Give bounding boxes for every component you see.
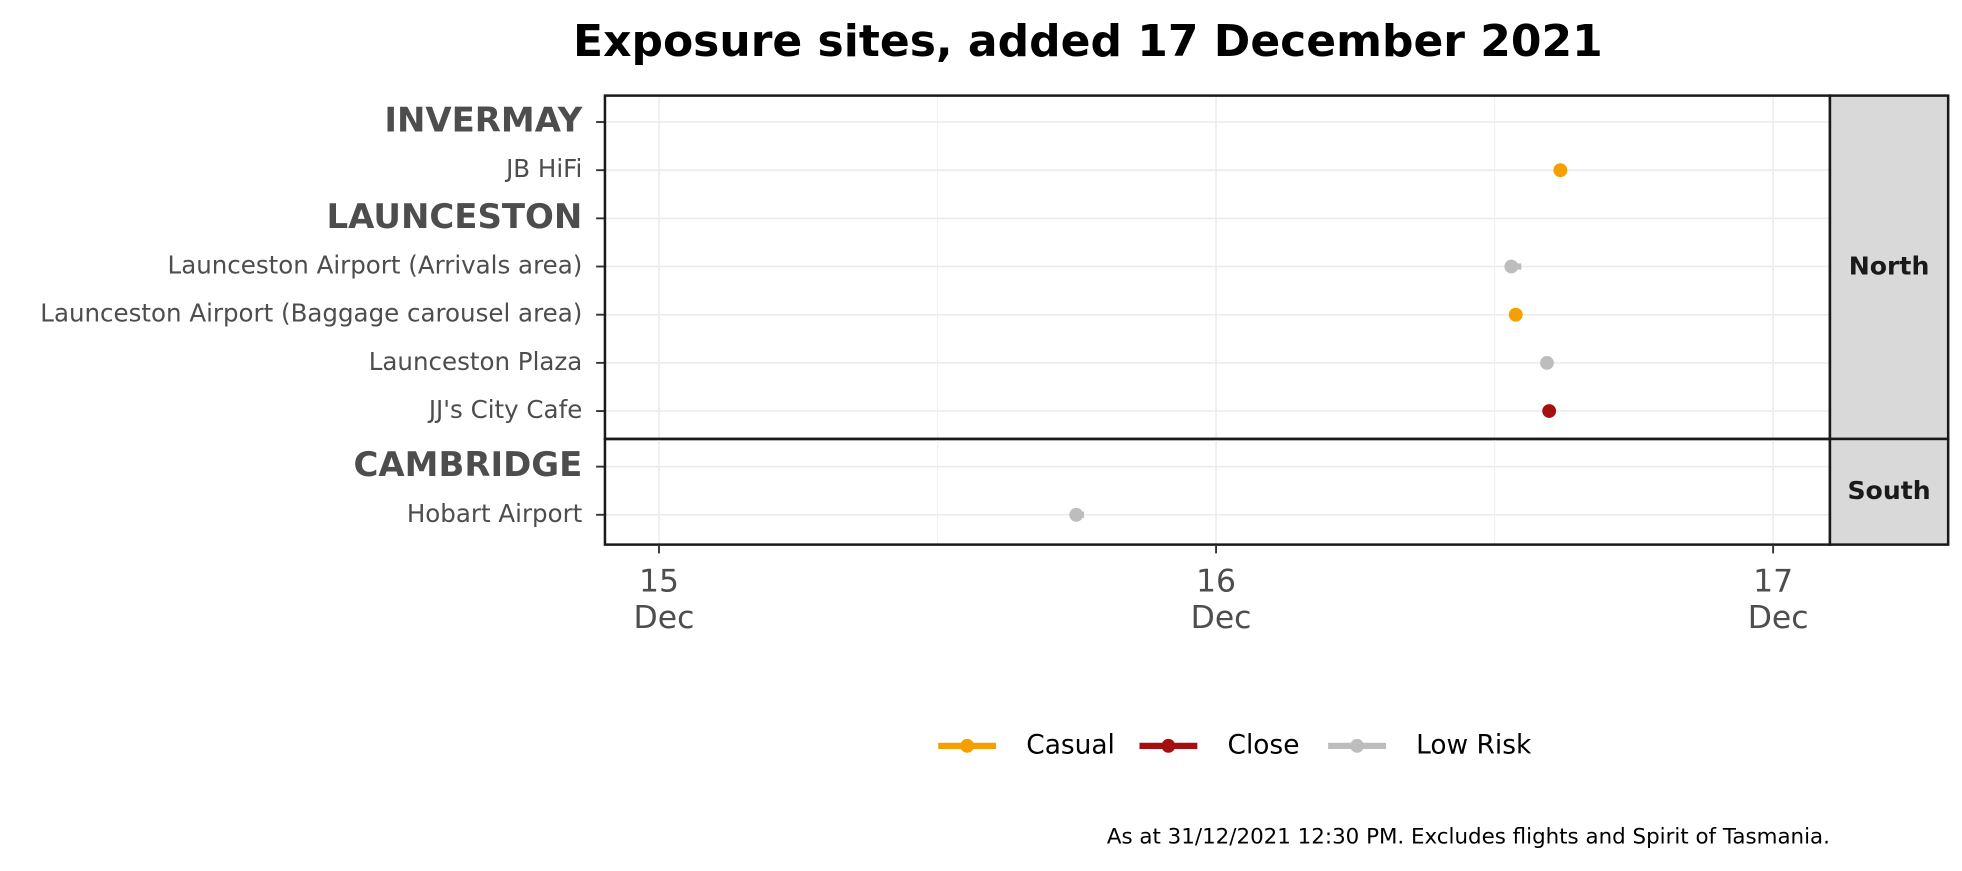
x-tick-label-line: 16 (1196, 563, 1236, 599)
exposure-point (1542, 404, 1557, 418)
exposure-point (1508, 307, 1523, 322)
facet-strip (1828, 437, 1950, 546)
x-tick-label: 17 Dec (1738, 563, 1809, 635)
caption: As at 31/12/2021 12:30 PM. Excludes flig… (1107, 825, 1830, 850)
group-heading: CAMBRIDGE (354, 445, 583, 485)
x-tick-label: 16 Dec (1181, 563, 1252, 635)
legend-label: Casual (1026, 729, 1115, 760)
facet-strip (1828, 94, 1950, 441)
y-tick-label: JJ's City Cafe (427, 395, 582, 424)
legend-key-point (1350, 738, 1364, 753)
x-tick-label-line: Dec (624, 600, 695, 636)
exposure-point (1504, 259, 1519, 274)
x-tick-label-line: 15 (639, 563, 679, 599)
y-tick-label: Launceston Airport (Baggage carousel are… (40, 299, 582, 328)
exposure-point (1069, 507, 1084, 522)
legend-key-point (960, 738, 975, 753)
exposure-point (1540, 355, 1554, 370)
legend-label: Close (1228, 729, 1300, 760)
panel-border (603, 94, 1832, 441)
group-heading: INVERMAY (384, 101, 582, 141)
y-tick-label: Launceston Airport (Arrivals area) (168, 251, 583, 280)
x-tick-label-line: Dec (1738, 600, 1809, 636)
exposure-point (1553, 163, 1568, 178)
x-tick-label-line: Dec (1181, 600, 1252, 636)
y-tick-label: Launceston Plaza (369, 347, 583, 376)
x-tick-label-line: 17 (1753, 563, 1793, 599)
panel-border (603, 437, 1832, 546)
chart-title: Exposure sites, added 17 December 2021 (573, 16, 1603, 67)
group-heading: LAUNCESTON (327, 197, 583, 237)
legend-key-point (1161, 738, 1176, 753)
x-tick-label: 15 Dec (624, 563, 695, 635)
y-tick-label: Hobart Airport (407, 499, 583, 528)
legend-label: Low Risk (1416, 729, 1532, 760)
facet-label: North (1849, 251, 1930, 280)
facet-label: South (1847, 476, 1930, 505)
y-tick-label: JB HiFi (504, 154, 582, 183)
